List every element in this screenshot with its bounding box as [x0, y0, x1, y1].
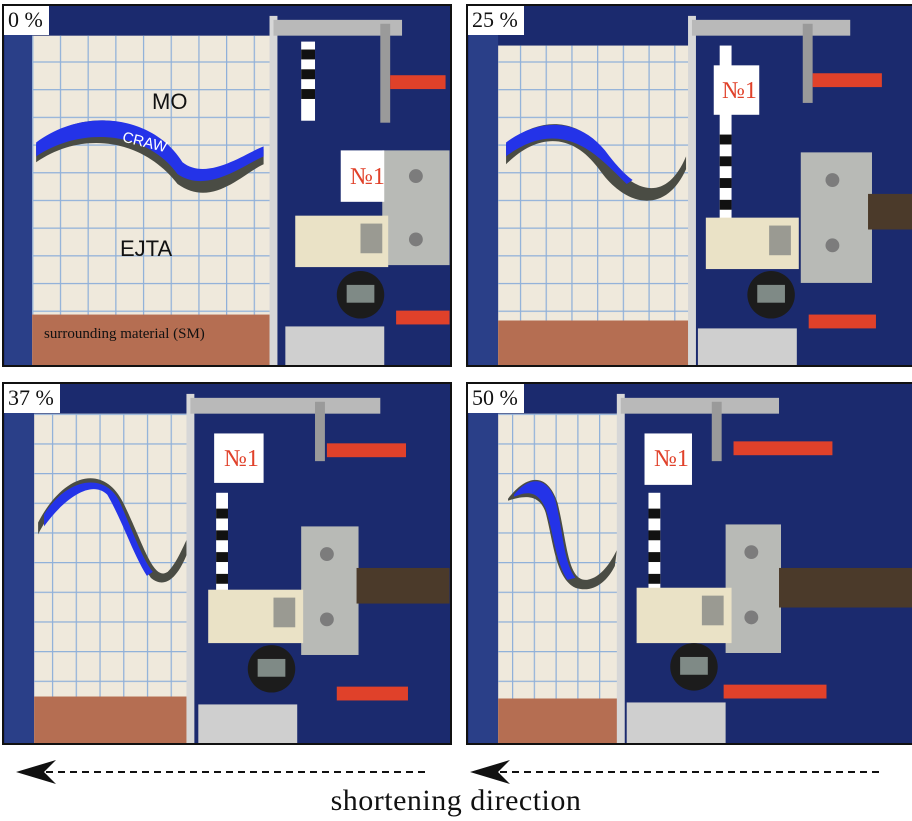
left-arrow-icon — [16, 760, 426, 784]
model-photo-50 — [468, 384, 912, 743]
sample-sign: №1 — [224, 446, 259, 472]
left-arrow-icon — [470, 760, 880, 784]
sample-sign: №1 — [722, 78, 757, 104]
percent-label: 50 % — [468, 384, 524, 413]
percent-label: 25 % — [468, 6, 524, 35]
experiment-panel-0: 0 % MO CRAW EJTA surrounding material (S… — [2, 4, 452, 367]
model-photo-25 — [468, 6, 912, 365]
percent-label: 0 % — [4, 6, 49, 35]
ejta-label: EJTA — [120, 236, 173, 261]
sample-sign: №1 — [654, 446, 689, 472]
model-photo-37 — [4, 384, 450, 743]
experiment-panel-37: 37 % №1 — [2, 382, 452, 745]
experiment-panel-50: 50 % №1 — [466, 382, 912, 745]
caption: shortening direction — [330, 784, 582, 817]
mo-label: MO — [152, 89, 188, 114]
model-photo-0 — [4, 6, 450, 365]
percent-label: 37 % — [4, 384, 60, 413]
sm-label: surrounding material (SM) — [44, 326, 205, 342]
sample-sign: №1 — [350, 164, 385, 190]
experiment-panel-25: 25 % №1 — [466, 4, 912, 367]
